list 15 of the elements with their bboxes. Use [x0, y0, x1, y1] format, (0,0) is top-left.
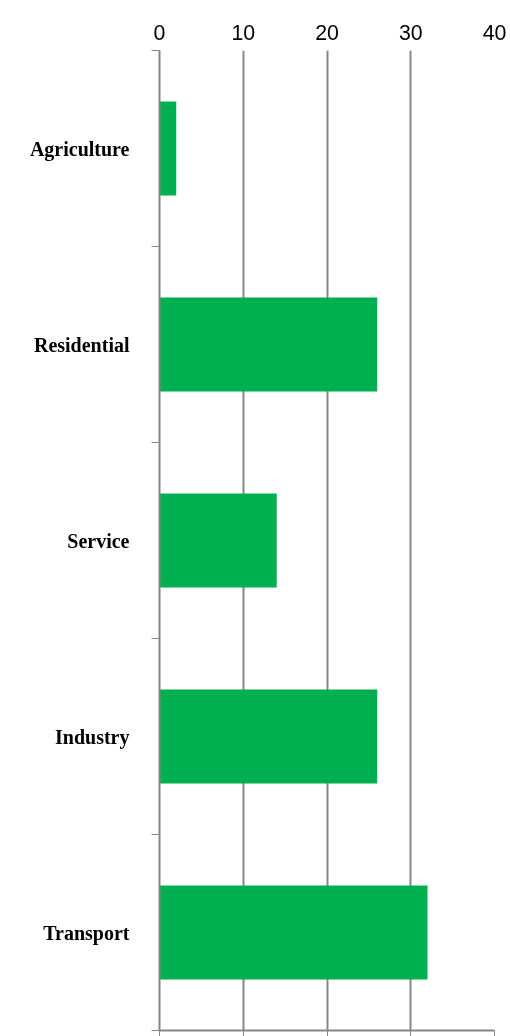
bar	[159, 101, 177, 196]
y-tick-label: Residential	[33, 333, 130, 356]
bar	[159, 885, 428, 980]
bar	[159, 689, 378, 784]
x-tick-label: 0	[153, 20, 166, 45]
y-tick-label: Transport	[43, 921, 130, 945]
x-tick-label: 20	[315, 20, 339, 45]
x-tick-label: 40	[482, 20, 507, 45]
x-tick-label: 30	[398, 20, 423, 45]
y-tick-label: Industry	[55, 725, 130, 749]
bar	[159, 493, 277, 588]
bar	[159, 297, 378, 392]
y-tick-label: Agriculture	[29, 137, 130, 161]
x-tick-label: 10	[231, 20, 256, 45]
y-tick-label: Service	[67, 529, 130, 552]
